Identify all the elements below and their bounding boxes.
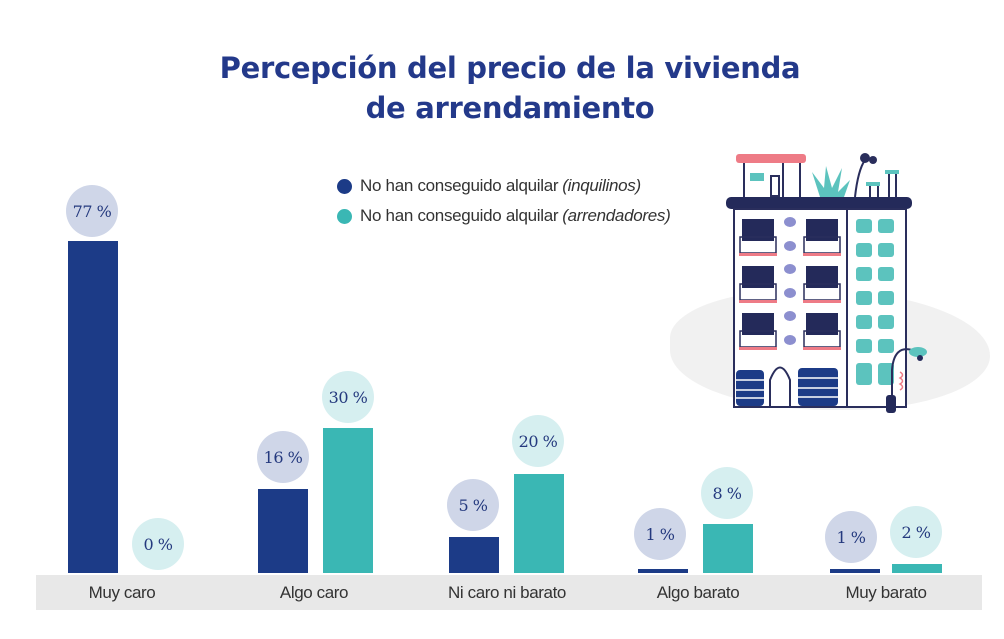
legend-label: No han conseguido alquilar: [360, 206, 559, 225]
legend-qualifier: (inquilinos): [562, 176, 641, 195]
data-label-bubble: 2 %: [890, 506, 942, 558]
bar-arrendadores-algo-caro: [323, 428, 373, 573]
category-label: Muy caro: [88, 583, 156, 602]
bar-inquilinos-muy-barato: [830, 569, 880, 573]
x-axis-band: [36, 575, 982, 610]
data-label-bubble: 5 %: [447, 479, 499, 531]
category-label: Algo caro: [279, 583, 349, 602]
data-label-bubble: 8 %: [701, 467, 753, 519]
bar-arrendadores-muy-barato: [892, 564, 942, 573]
apartment-building-illustration: [660, 140, 1004, 430]
category-label: Algo barato: [656, 583, 740, 602]
bar-arrendadores-ni-caro-ni-barato: [514, 474, 564, 573]
bar-inquilinos-algo-barato: [638, 569, 688, 573]
data-label-bubble: 16 %: [257, 431, 309, 483]
data-label-bubble: 30 %: [322, 371, 374, 423]
data-label-bubble: 1 %: [634, 508, 686, 560]
legend-label: No han conseguido alquilar: [360, 176, 559, 195]
building-icon: [726, 153, 927, 413]
chart-legend: No han conseguido alquilar (inquilinos) …: [337, 171, 671, 231]
legend-item-inquilinos: No han conseguido alquilar (inquilinos): [337, 171, 670, 201]
data-label-bubble: 0 %: [132, 518, 184, 570]
chart-title: Percepción del precio de la vivienda de …: [0, 48, 1004, 128]
legend-dot-icon: [337, 208, 352, 224]
legend-qualifier: (arrendadores): [562, 206, 671, 225]
bar-inquilinos-algo-caro: [258, 489, 308, 573]
bar-inquilinos-muy-caro: [68, 241, 118, 573]
data-label-bubble: 77 %: [66, 185, 118, 237]
data-label-bubble: 20 %: [512, 415, 564, 467]
legend-item-arrendadores: No han conseguido alquilar (arrendadores…: [337, 201, 671, 231]
chart-title-line2: de arrendamiento: [365, 91, 655, 125]
chart-title-line1: Percepción del precio de la vivienda: [219, 51, 801, 85]
category-label: Muy barato: [845, 583, 927, 602]
category-label: Ni caro ni barato: [448, 583, 566, 602]
bar-arrendadores-algo-barato: [703, 524, 753, 573]
bar-inquilinos-ni-caro-ni-barato: [449, 537, 499, 573]
legend-dot-icon: [337, 178, 352, 194]
data-label-bubble: 1 %: [825, 511, 877, 563]
